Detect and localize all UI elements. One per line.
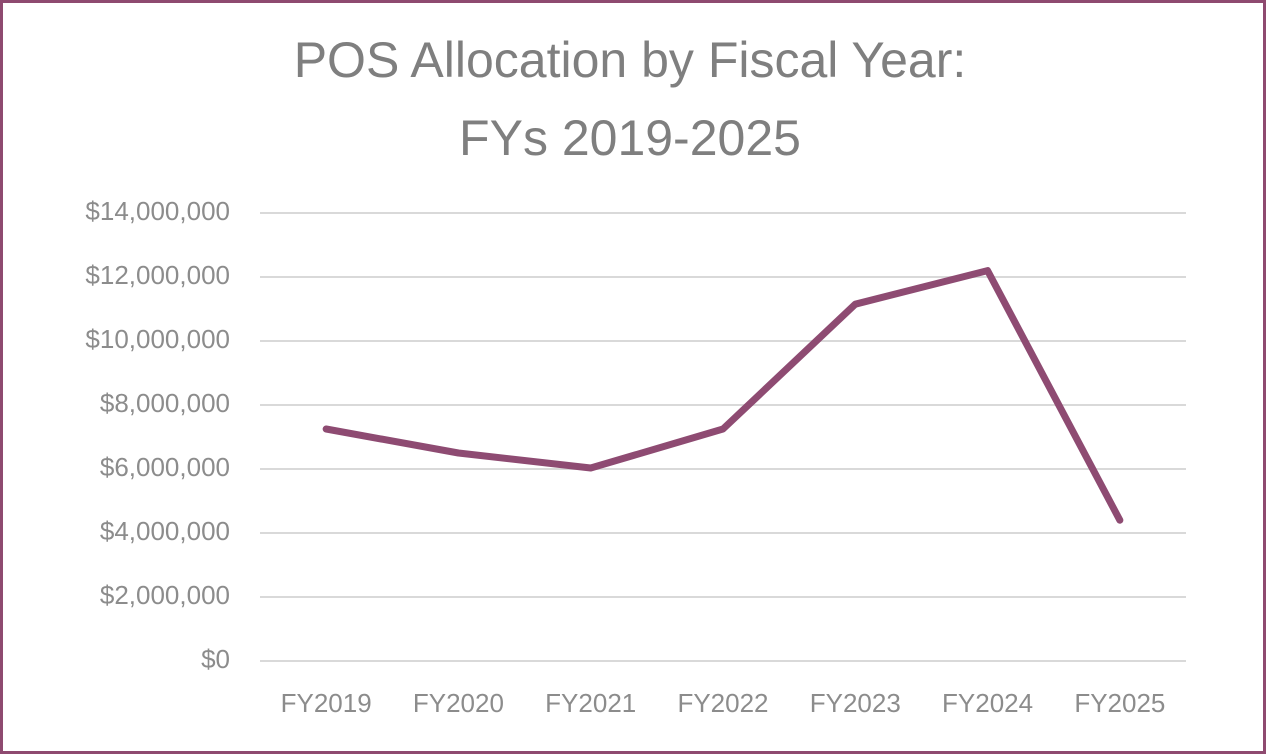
y-tick-label: $12,000,000	[85, 260, 230, 290]
x-tick-label: FY2025	[1074, 688, 1165, 718]
y-tick-label: $14,000,000	[85, 196, 230, 226]
y-tick-label: $6,000,000	[100, 452, 230, 482]
y-tick-label: $4,000,000	[100, 516, 230, 546]
line-series	[322, 267, 1124, 524]
chart-title: FYs 2019-2025	[459, 110, 801, 166]
x-tick-label: FY2020	[413, 688, 504, 718]
x-tick-label: FY2022	[677, 688, 768, 718]
y-tick-label: $2,000,000	[100, 580, 230, 610]
y-tick-label: $0	[201, 644, 230, 674]
x-tick-label: FY2023	[810, 688, 901, 718]
x-tick-label: FY2024	[942, 688, 1033, 718]
x-tick-label: FY2021	[545, 688, 636, 718]
y-tick-label: $8,000,000	[100, 388, 230, 418]
chart-title: POS Allocation by Fiscal Year:	[294, 32, 967, 88]
x-tick-label: FY2019	[281, 688, 372, 718]
y-tick-label: $10,000,000	[85, 324, 230, 354]
